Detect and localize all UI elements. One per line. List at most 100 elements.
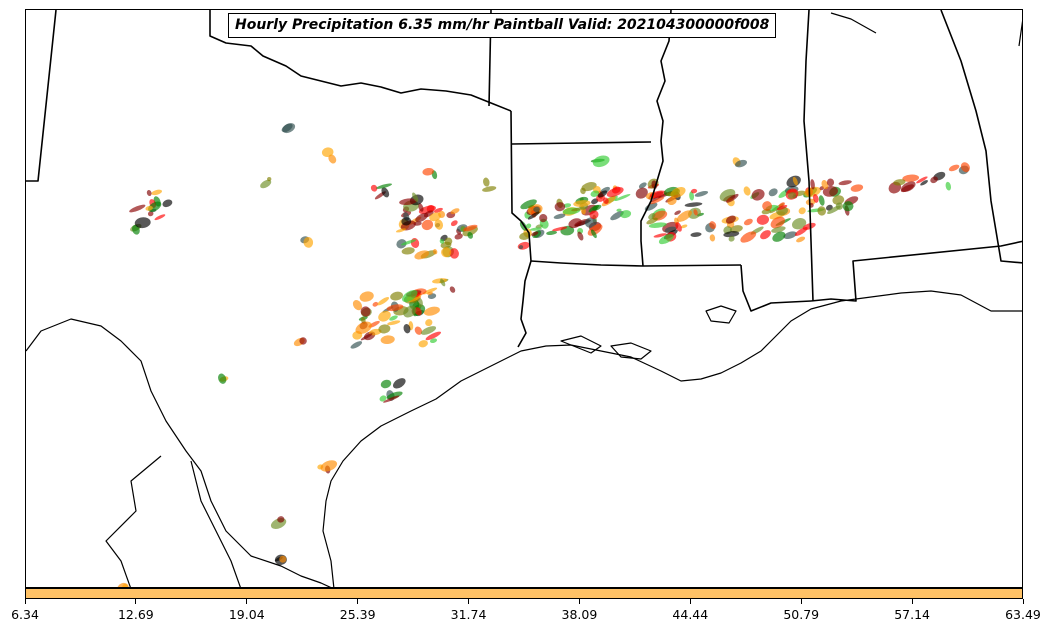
paintball-blob: [563, 203, 572, 208]
paintball-blob: [414, 326, 423, 335]
paintball-blob: [380, 335, 395, 345]
paintball-blob: [403, 305, 417, 318]
paintball-blob: [463, 224, 478, 232]
paintball-blob: [725, 215, 736, 224]
paintball-blob: [134, 217, 151, 229]
paintball-blob: [709, 234, 716, 242]
paintball-blob: [386, 304, 404, 312]
paintball-blob: [798, 207, 806, 215]
paintball-blob: [597, 190, 608, 198]
paintball-blob: [425, 331, 442, 341]
paintball-blob: [577, 231, 584, 241]
paintball-blob: [444, 237, 453, 246]
paintball-blob: [694, 190, 709, 197]
colorbar-tick-label: 38.09: [561, 607, 598, 622]
paintball-blob: [454, 233, 463, 240]
paintball-blob: [573, 200, 591, 207]
paintball-blob: [948, 164, 960, 172]
map-panel[interactable]: [25, 9, 1023, 588]
paintball-blob: [606, 187, 624, 198]
paintball-blob: [620, 210, 632, 219]
colorbar-tick-label: 19.04: [228, 607, 265, 622]
paintball-blob: [726, 193, 739, 203]
paintball-blob: [796, 236, 806, 243]
paintball-blob: [386, 391, 403, 400]
paintball-blob: [517, 241, 530, 250]
paintball-blob: [151, 189, 163, 196]
paintball-blob: [603, 197, 609, 205]
map-canvas: [26, 10, 1022, 587]
paintball-blob: [380, 379, 392, 389]
colorbar-tick-label: 12.69: [117, 607, 154, 622]
colorbar-tick-label: 44.44: [672, 607, 709, 622]
paintball-blob: [533, 206, 540, 213]
paintball-blob: [838, 180, 852, 186]
paintball-blob: [402, 290, 418, 302]
paintball-blob: [658, 234, 674, 245]
paintball-blob: [425, 319, 433, 327]
paintball-blob: [433, 207, 443, 213]
paintball-blob: [381, 187, 390, 198]
paintball-blob: [832, 195, 845, 205]
colorbar-tick: [24, 599, 26, 604]
colorbar-tick-label: 57.14: [894, 607, 930, 622]
paintball-blob: [279, 555, 287, 563]
paintball-blob: [267, 176, 272, 182]
paintball-blob: [675, 222, 682, 232]
paintball-blob: [423, 210, 434, 218]
paintball-blob: [399, 198, 417, 206]
paintball-blob: [740, 231, 757, 243]
paintball-blob: [650, 196, 665, 205]
paintball-blob: [768, 188, 778, 197]
paintball-blob: [580, 187, 586, 195]
paintball-blob: [676, 210, 692, 222]
paintball-blob: [960, 162, 970, 173]
state-borders: [26, 10, 1022, 348]
paintball-blob: [401, 239, 417, 246]
colorbar-tick: [1022, 599, 1024, 604]
paintball-blob: [530, 227, 542, 231]
paintball-blob: [122, 583, 128, 587]
colorbar-tick: [578, 599, 580, 604]
paintball-blob: [379, 395, 387, 402]
paintball-blob: [403, 324, 411, 334]
paintball-blob: [277, 516, 285, 523]
coastline: [26, 12, 1022, 587]
paintball-blob: [132, 224, 140, 235]
colorbar-tick-label: 63.49: [1005, 607, 1041, 622]
paintball-blob: [423, 306, 440, 316]
paintball-blob: [709, 221, 717, 230]
paintball-blob: [901, 181, 916, 193]
paintball-blob: [352, 300, 363, 311]
colorbar-tick: [468, 599, 470, 604]
paintball-blob: [440, 278, 446, 287]
paintball-blob: [260, 179, 272, 189]
paintball-blob: [439, 238, 445, 244]
colorbar-tick-label: 50.79: [783, 607, 820, 622]
colorbar-tick: [246, 599, 248, 604]
colorbar-tick: [135, 599, 137, 604]
paintball-blob: [760, 230, 771, 240]
paintball-blob: [370, 184, 378, 192]
paintball-blob: [146, 189, 152, 197]
paintball-blob: [691, 188, 698, 194]
paintball-blob: [427, 291, 433, 295]
paintball-blob: [693, 209, 698, 216]
paintball-blob: [434, 219, 444, 230]
paintball-blob: [539, 213, 548, 223]
paintball-blob: [420, 326, 437, 335]
paintball-blob: [412, 192, 419, 202]
paintball-blob: [616, 208, 622, 212]
paintball-blob: [387, 320, 401, 326]
paintball-blob: [299, 337, 307, 345]
paintball-blob: [614, 194, 631, 201]
paintball-blob: [450, 220, 458, 227]
paintball-blob: [554, 202, 566, 212]
paintball-blob: [360, 333, 373, 341]
paintball-blob: [418, 340, 428, 348]
paintball-blob: [376, 183, 393, 189]
paintball-blob: [383, 395, 400, 403]
paintball-blob: [791, 218, 807, 230]
paintball-blob: [482, 186, 497, 192]
paintball-blob: [743, 186, 751, 196]
